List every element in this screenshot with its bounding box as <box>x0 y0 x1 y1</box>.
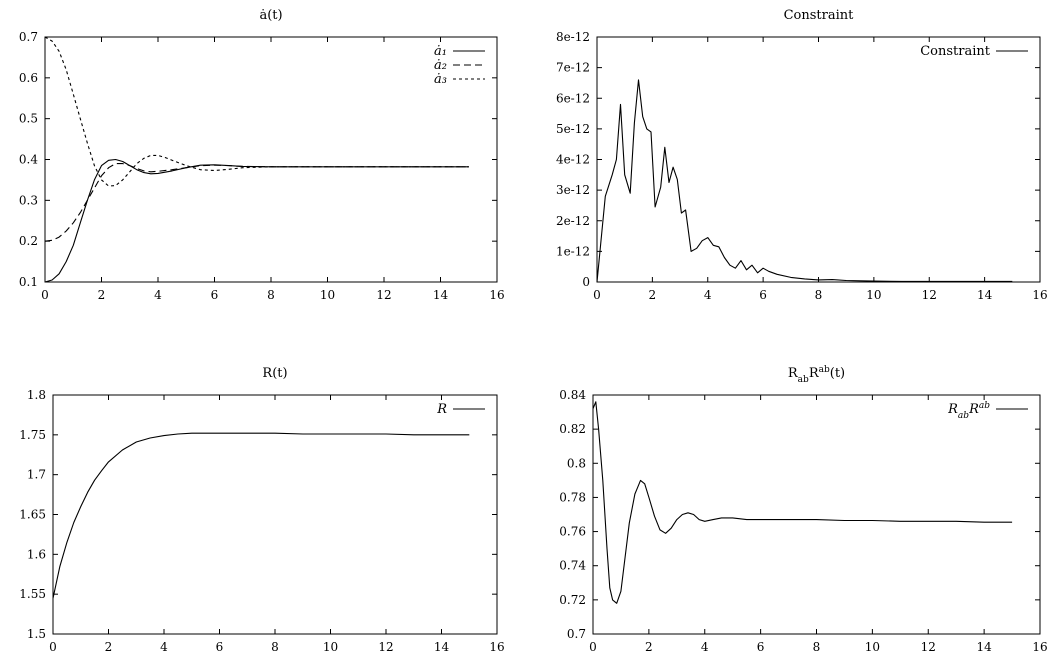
series-line-2 <box>44 163 469 242</box>
x-tick-label: 8 <box>815 288 823 302</box>
y-tick-label: 0.7 <box>567 627 586 641</box>
x-tick-label: 8 <box>813 640 821 654</box>
x-tick-label: 10 <box>320 288 335 302</box>
x-tick-label: 2 <box>105 640 113 654</box>
y-tick-label: 0.82 <box>559 422 586 436</box>
y-tick-label: 0.6 <box>19 71 38 85</box>
series-line-1 <box>44 158 469 283</box>
y-tick-label: 7e-12 <box>556 61 590 75</box>
chart-title: RabRab(t) <box>788 365 845 385</box>
x-tick-label: 16 <box>1032 640 1047 654</box>
chart-title: Constraint <box>784 8 855 23</box>
y-tick-label: 1e-12 <box>556 244 590 258</box>
x-tick-label: 6 <box>759 288 767 302</box>
y-tick-label: 0.5 <box>19 112 38 126</box>
y-tick-label: 1.7 <box>27 468 46 482</box>
series-line-1 <box>52 432 470 599</box>
y-tick-label: 0.1 <box>19 275 38 289</box>
x-tick-label: 6 <box>757 640 765 654</box>
chart-panel-1: ȧ(t) 0 2 4 6 8 10 12 14 16 0.1 0.2 0.3 0.4 0.5 0.6 0.7 ȧ₁… <box>19 8 505 302</box>
x-tick-label: 2 <box>649 288 657 302</box>
x-tick-label: 6 <box>211 288 219 302</box>
chart-title: R(t) <box>262 366 287 381</box>
y-tick-label: 1.6 <box>27 547 46 561</box>
x-tick-label: 14 <box>976 640 992 654</box>
y-tick-label: 3e-12 <box>556 183 590 197</box>
y-tick-label: 1.65 <box>19 508 46 522</box>
x-tick-label: 10 <box>865 640 880 654</box>
legend-label: R <box>436 402 447 417</box>
y-tick-label: 4e-12 <box>556 153 590 167</box>
x-tick-label: 12 <box>378 640 393 654</box>
x-tick-label: 12 <box>376 288 391 302</box>
chart-panel-4: RabRab(t) 0 2 4 6 8 10 12 14 16 0.7 0.72 0.74 0.76 0.7… <box>559 365 1047 654</box>
y-tick-label: 0.7 <box>19 30 38 44</box>
x-tick-label: 14 <box>977 288 993 302</box>
legend-label: ȧ₁ <box>434 44 447 59</box>
x-tick-label: 4 <box>701 640 709 654</box>
y-tick-label: 5e-12 <box>556 122 590 136</box>
x-tick-label: 14 <box>434 640 450 654</box>
x-tick-label: 16 <box>489 288 504 302</box>
y-tick-label: 1.55 <box>19 587 46 601</box>
plot-frame <box>52 394 498 635</box>
y-tick-label: 0.72 <box>559 593 586 607</box>
y-tick-label: 0.76 <box>559 525 586 539</box>
y-tick-label: 0.78 <box>559 490 586 504</box>
series-line-1 <box>596 79 1013 283</box>
y-tick-label: 1.5 <box>27 627 46 641</box>
legend-label: Constraint <box>920 44 991 59</box>
series-line-3 <box>44 36 469 187</box>
x-tick-label: 16 <box>1032 288 1047 302</box>
plot-frame <box>592 394 1041 635</box>
x-tick-label: 10 <box>323 640 338 654</box>
x-tick-label: 0 <box>589 640 597 654</box>
chart-panel-3: R(t) 0 2 4 6 8 10 12 14 16 1.5 1.55 1.6 1.65 1.7 1.75 1.… <box>19 366 504 654</box>
x-tick-label: 8 <box>267 288 275 302</box>
y-tick-label: 8e-12 <box>556 30 590 44</box>
x-tick-label: 0 <box>49 640 57 654</box>
x-tick-label: 4 <box>160 640 168 654</box>
legend-label: RabRab <box>947 401 990 421</box>
x-tick-label: 2 <box>98 288 106 302</box>
y-tick-label: 2e-12 <box>556 214 590 228</box>
x-tick-label: 14 <box>433 288 449 302</box>
x-tick-label: 6 <box>216 640 224 654</box>
y-tick-label: 0.2 <box>19 234 38 248</box>
y-tick-label: 1.75 <box>19 428 46 442</box>
x-tick-label: 0 <box>593 288 601 302</box>
x-tick-label: 0 <box>41 288 49 302</box>
chart-panel-2: Constraint 0 2 4 6 8 10 12 14 16 0 1e-12 2e-12 3e-12 4… <box>556 8 1048 302</box>
x-tick-label: 2 <box>645 640 653 654</box>
x-tick-label: 4 <box>154 288 162 302</box>
y-tick-label: 0.84 <box>559 388 586 402</box>
x-tick-label: 4 <box>704 288 712 302</box>
y-tick-label: 1.8 <box>27 388 46 402</box>
x-tick-label: 12 <box>922 288 937 302</box>
y-tick-label: 0.8 <box>567 456 586 470</box>
legend-label: ȧ₂ <box>434 58 447 73</box>
y-tick-label: 6e-12 <box>556 91 590 105</box>
y-tick-label: 0.74 <box>559 559 586 573</box>
x-tick-label: 8 <box>271 640 279 654</box>
x-tick-label: 12 <box>921 640 936 654</box>
y-tick-label: 0.4 <box>19 153 38 167</box>
legend-label: ȧ₃ <box>434 72 447 87</box>
y-tick-label: 0.3 <box>19 193 38 207</box>
chart-title: ȧ(t) <box>259 8 282 23</box>
x-tick-label: 10 <box>866 288 881 302</box>
x-tick-label: 16 <box>489 640 504 654</box>
y-tick-label: 0 <box>582 275 590 289</box>
series-line-1 <box>592 401 1013 604</box>
